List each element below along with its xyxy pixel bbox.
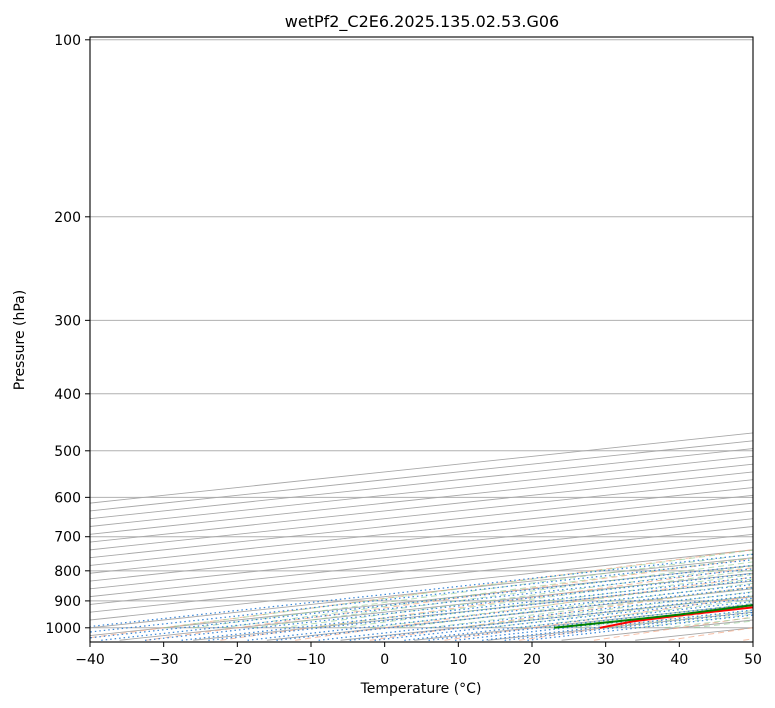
y-tick-label: 100 — [54, 33, 81, 49]
isotherm-gridline — [90, 487, 753, 559]
mixing-ratio-line — [247, 583, 753, 641]
x-tick-label: −20 — [223, 652, 253, 668]
y-tick-label: 700 — [54, 530, 81, 546]
isotherm-gridline — [90, 494, 753, 566]
x-tick-label: 40 — [670, 652, 688, 668]
y-tick-label: 300 — [54, 313, 81, 329]
x-tick-label: −40 — [75, 652, 105, 668]
y-tick-label: 800 — [54, 564, 81, 580]
x-tick-label: 20 — [523, 652, 541, 668]
plot-frame — [89, 36, 754, 643]
chart-title: wetPf2_C2E6.2025.135.02.53.G06 — [285, 12, 559, 32]
y-tick-label: 200 — [54, 210, 81, 226]
y-tick-label: 500 — [54, 444, 81, 460]
x-tick-label: 30 — [597, 652, 615, 668]
moist-adiabat — [399, 582, 753, 629]
isotherm-gridline — [90, 471, 753, 543]
mixing-ratio-line — [318, 591, 753, 641]
x-tick-label: −30 — [149, 652, 179, 668]
mixing-ratio-line — [349, 594, 753, 641]
dry-adiabat — [295, 576, 753, 641]
plot-area: 0.10.20.40.611.5234681013162025303601020… — [90, 39, 753, 641]
x-tick-label: −10 — [296, 652, 326, 668]
mixing-ratio-line — [276, 587, 753, 641]
y-tick-label: 400 — [54, 387, 81, 403]
moist-adiabat — [310, 569, 753, 629]
x-tick-label: 10 — [449, 652, 467, 668]
x-tick-label: 50 — [744, 652, 762, 668]
y-tick-label: 1000 — [45, 621, 81, 637]
isotherm-gridline — [90, 518, 753, 590]
y-tick-label: 600 — [54, 490, 81, 506]
axis-ticks: −40 −30 −20 −10 0 10 20 30 40 50 100 200 300 400 500 60… — [45, 33, 762, 668]
mixing-ratio-line — [90, 553, 753, 628]
moist-adiabat — [340, 574, 753, 629]
isotherm-gridline — [90, 533, 753, 605]
isotherm-gridline — [90, 502, 753, 574]
y-axis-label: Pressure (hPa) — [12, 290, 28, 390]
x-tick-label: 0 — [380, 652, 389, 668]
isotherm-gridline — [90, 510, 753, 582]
isotherm-gridline — [90, 526, 753, 598]
x-axis-label: Temperature (°C) — [360, 681, 482, 697]
isotherm-gridline — [90, 479, 753, 551]
y-tick-label: 900 — [54, 594, 81, 610]
